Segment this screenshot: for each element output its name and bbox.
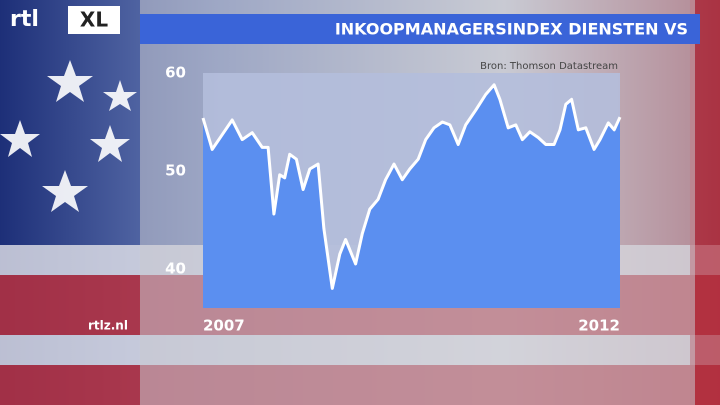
- y-tick-label: 60: [165, 64, 186, 82]
- chart-title: INKOOPMANAGERSINDEX DIENSTEN VS: [335, 20, 688, 39]
- logo-rtl: rtl: [10, 7, 39, 32]
- title-bar: [140, 14, 700, 44]
- stars: [0, 60, 137, 212]
- logo-xl: XL: [80, 8, 108, 32]
- x-tick-label: 2007: [203, 317, 245, 335]
- x-tick-label: 2012: [578, 317, 620, 335]
- line: [201, 83, 622, 290]
- y-tick-label: 50: [165, 161, 186, 179]
- logo-box: [68, 6, 120, 34]
- source: Bron: Thomson Datastream: [480, 61, 618, 72]
- site-label: rtlz.nl: [88, 319, 128, 333]
- area: [203, 84, 620, 308]
- y-tick-label: 40: [165, 259, 186, 277]
